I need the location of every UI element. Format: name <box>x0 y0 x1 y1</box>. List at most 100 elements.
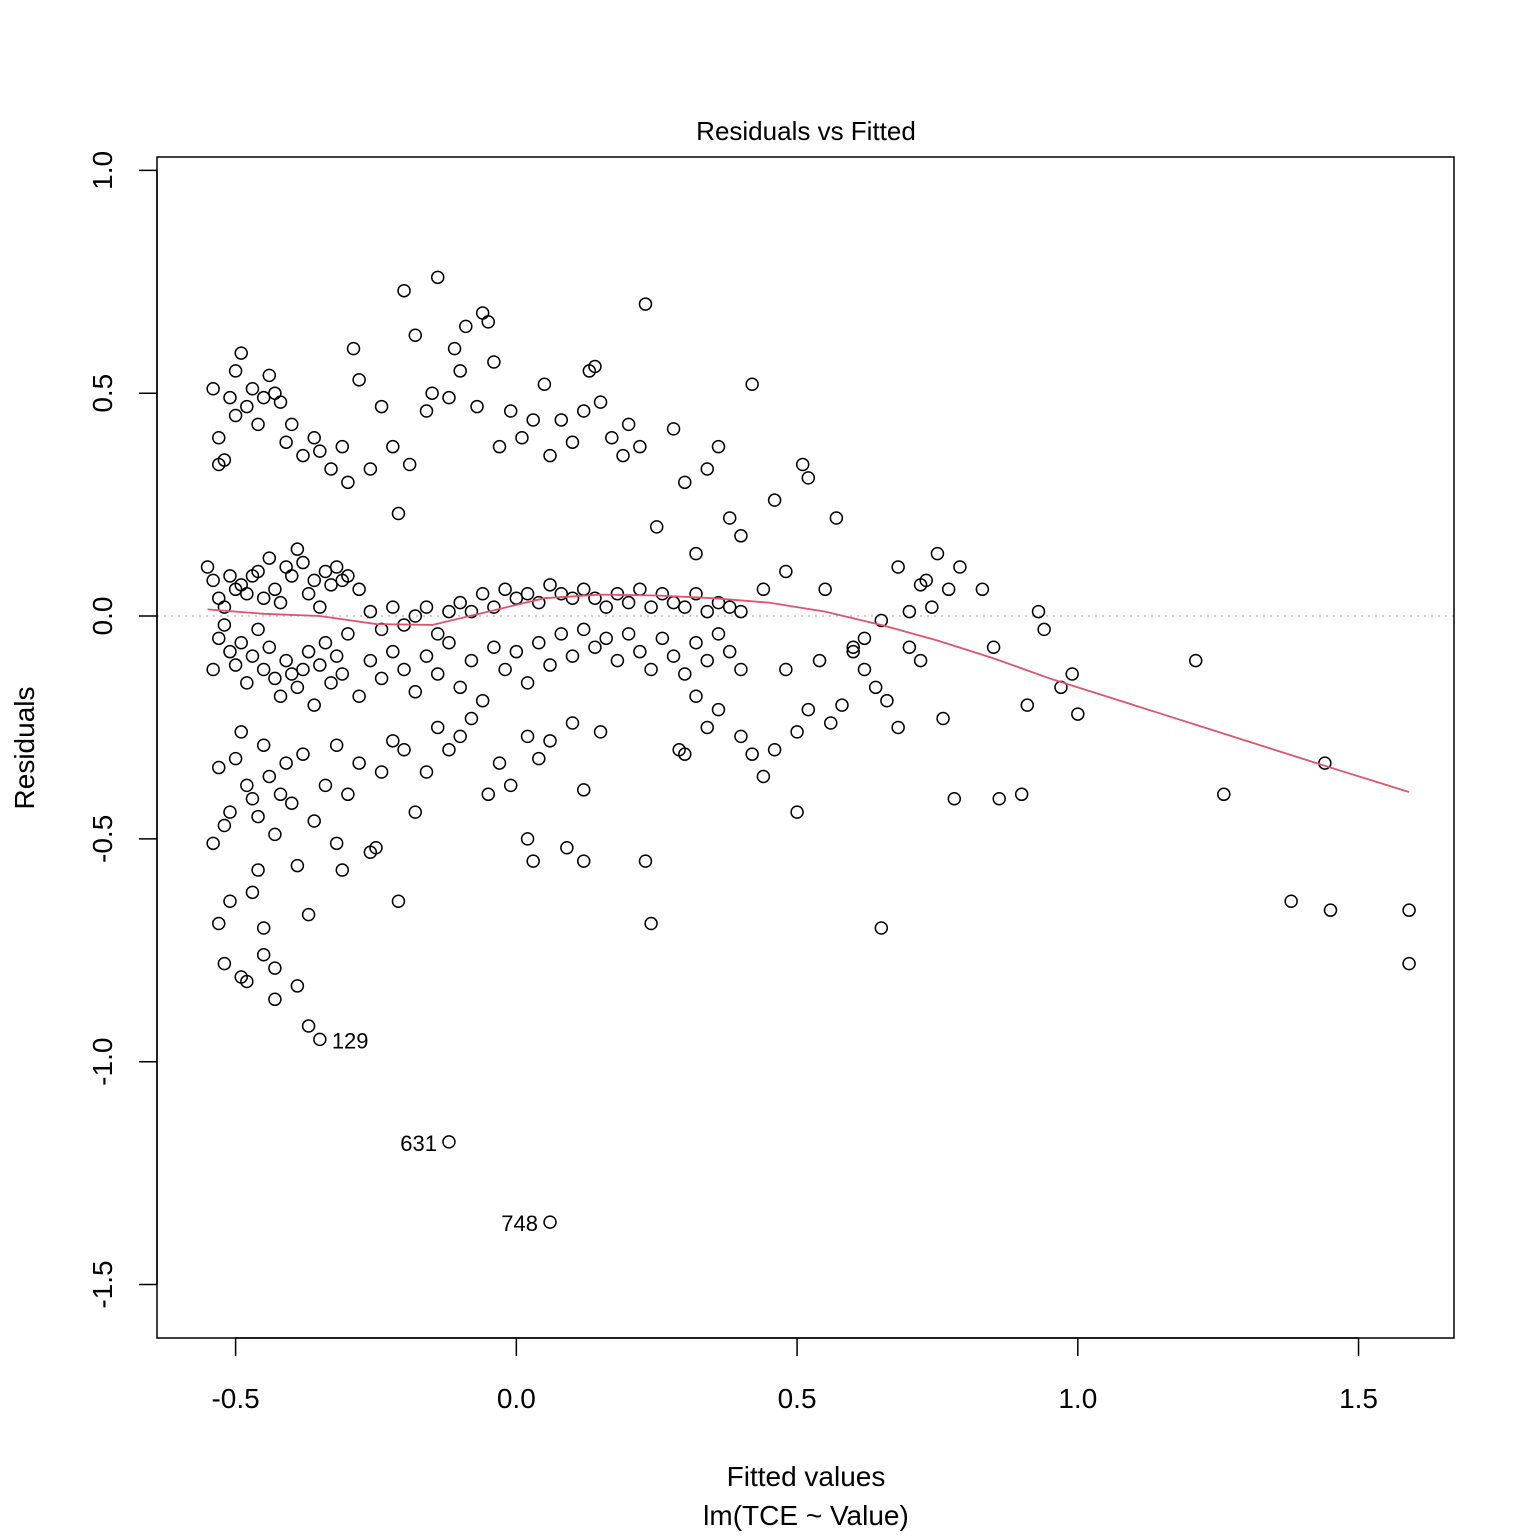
data-point <box>386 600 400 614</box>
data-point <box>846 640 860 654</box>
data-point <box>256 921 271 935</box>
data-point <box>459 319 473 334</box>
data-point <box>352 756 366 770</box>
data-point <box>408 805 423 819</box>
data-point <box>408 685 423 699</box>
data-point <box>273 395 288 409</box>
data-point <box>464 711 479 726</box>
data-point <box>307 431 321 445</box>
data-point <box>430 270 445 285</box>
data-point <box>919 573 933 588</box>
data-point <box>509 644 524 659</box>
data-point <box>638 297 653 311</box>
data-point <box>560 841 574 855</box>
data-point <box>251 564 265 579</box>
data-point <box>228 364 243 378</box>
data-point <box>285 667 299 681</box>
data-point <box>644 916 658 931</box>
data-point <box>273 787 288 802</box>
data-point <box>711 439 726 454</box>
data-point <box>290 680 305 695</box>
data-point <box>616 448 630 463</box>
data-point <box>588 359 602 374</box>
data-point <box>430 720 445 735</box>
data-point <box>722 644 737 659</box>
data-point <box>487 600 501 614</box>
data-point <box>301 907 316 922</box>
data-point <box>335 439 350 454</box>
data-point <box>913 653 928 668</box>
y-tick-label: -1.0 <box>87 1038 118 1086</box>
data-point <box>223 569 237 583</box>
data-point <box>756 769 771 784</box>
data-point <box>520 729 535 744</box>
data-point <box>576 783 591 797</box>
data-point <box>296 662 310 677</box>
data-point <box>891 720 905 735</box>
data-point <box>352 582 366 597</box>
data-point <box>678 600 692 614</box>
data-point <box>593 725 608 739</box>
x-axis: -0.5 0.0 0.5 1.0 1.5 <box>211 1337 1378 1414</box>
data-point <box>734 662 748 677</box>
data-point <box>397 742 411 757</box>
y-axis-label: Residuals <box>9 687 40 810</box>
x-tick-label: 1.0 <box>1058 1383 1097 1414</box>
data-point <box>296 747 310 761</box>
data-point <box>734 604 748 619</box>
data-point <box>346 341 361 356</box>
data-point <box>610 586 625 601</box>
data-point <box>374 399 389 414</box>
data-point <box>285 796 299 810</box>
data-point <box>313 1032 327 1047</box>
data-point <box>273 689 288 703</box>
data-point <box>290 858 305 873</box>
data-point <box>279 560 293 574</box>
data-point <box>633 582 647 597</box>
data-point <box>217 818 232 833</box>
data-point <box>543 448 557 463</box>
data-point <box>532 636 546 650</box>
data-point <box>655 631 670 646</box>
data-point <box>1065 667 1079 681</box>
data-point <box>290 979 305 993</box>
data-point <box>363 462 378 476</box>
x-tick-label: 0.5 <box>778 1383 817 1414</box>
data-point <box>509 591 524 605</box>
data-point <box>386 734 400 748</box>
data-point <box>212 631 226 646</box>
data-point <box>453 364 467 378</box>
data-point <box>846 644 860 659</box>
data-point <box>228 751 243 766</box>
data-point <box>605 431 619 445</box>
data-point <box>240 974 254 989</box>
data-point <box>240 586 254 601</box>
data-point <box>374 765 389 779</box>
data-point <box>936 711 950 726</box>
data-point <box>285 569 299 583</box>
data-point <box>234 346 248 360</box>
y-tick-label: -0.5 <box>87 815 118 863</box>
data-point <box>678 667 692 681</box>
data-point <box>453 680 467 695</box>
y-tick-label: -1.5 <box>87 1260 118 1308</box>
data-point <box>487 355 501 369</box>
data-point <box>610 653 625 668</box>
data-point <box>621 627 636 641</box>
data-point <box>475 693 490 708</box>
data-point <box>442 1135 456 1149</box>
data-point <box>296 555 310 570</box>
data-point <box>565 591 580 605</box>
data-point <box>256 591 271 605</box>
data-point <box>262 551 277 565</box>
data-point <box>268 992 282 1007</box>
data-point <box>234 725 248 739</box>
data-point <box>543 1215 557 1229</box>
data-point <box>301 644 316 659</box>
data-point <box>245 792 260 806</box>
data-point <box>223 390 237 405</box>
data-point <box>217 453 232 467</box>
data-point <box>279 435 293 449</box>
data-point <box>481 315 496 329</box>
data-point <box>240 778 254 793</box>
